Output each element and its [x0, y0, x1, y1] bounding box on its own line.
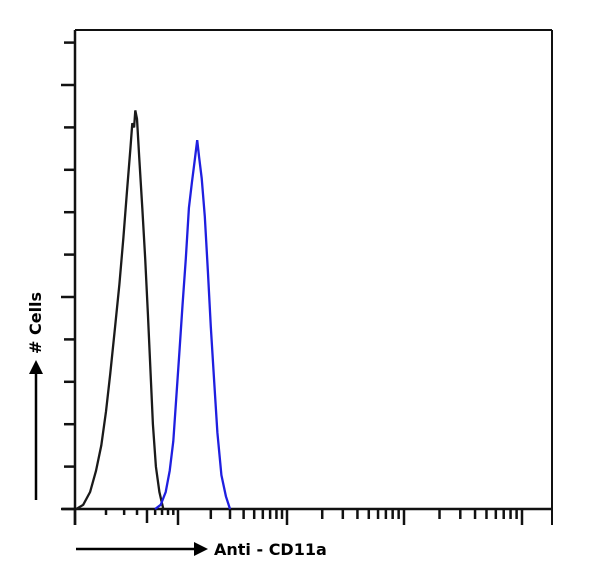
y-axis-label: # Cells — [26, 292, 45, 354]
plot-frame — [62, 29, 553, 525]
y-axis-label-group: # Cells — [26, 292, 45, 500]
arrow-right-icon — [194, 542, 208, 556]
y-axis-ticks — [61, 41, 75, 511]
cd11a-histogram-line — [154, 139, 232, 510]
x-axis-label-group: Anti - CD11a — [76, 540, 327, 559]
histogram-series — [75, 110, 232, 510]
x-axis-ticks — [73, 509, 524, 525]
x-axis-label: Anti - CD11a — [214, 540, 327, 559]
isotype-histogram-line — [75, 110, 165, 510]
arrow-up-icon — [29, 360, 43, 374]
